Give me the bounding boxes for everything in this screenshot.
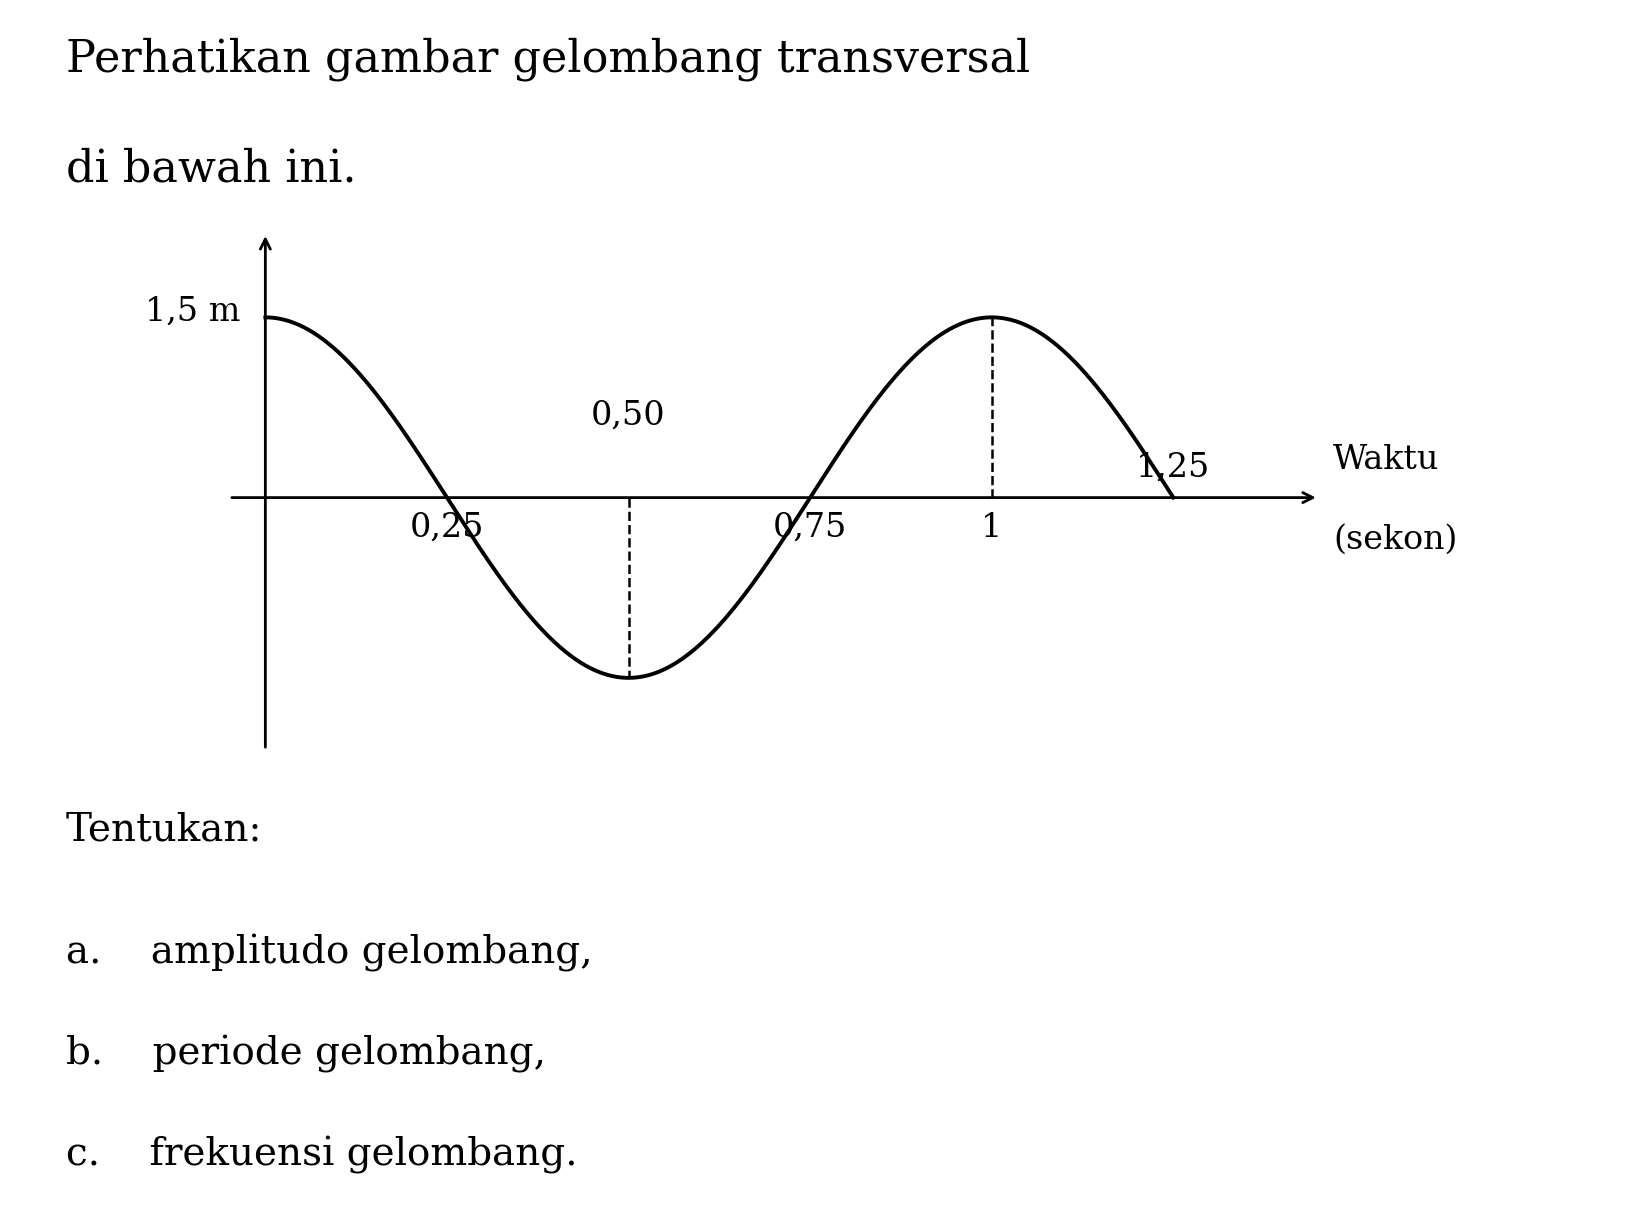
Text: Waktu: Waktu <box>1333 444 1439 476</box>
Text: (sekon): (sekon) <box>1333 524 1457 556</box>
Text: Tentukan:: Tentukan: <box>66 811 262 848</box>
Text: c.    frekuensi gelombang.: c. frekuensi gelombang. <box>66 1136 578 1174</box>
Text: a.    amplitudo gelombang,: a. amplitudo gelombang, <box>66 934 592 972</box>
Text: 1,5 m: 1,5 m <box>145 295 239 327</box>
Text: 0,75: 0,75 <box>772 512 848 544</box>
Text: 1: 1 <box>982 512 1003 544</box>
Text: 1,25: 1,25 <box>1137 451 1211 483</box>
Text: Perhatikan gambar gelombang transversal: Perhatikan gambar gelombang transversal <box>66 37 1030 81</box>
Text: 0,50: 0,50 <box>591 399 667 431</box>
Text: di bawah ini.: di bawah ini. <box>66 147 356 190</box>
Text: 0,25: 0,25 <box>409 512 483 544</box>
Text: b.    periode gelombang,: b. periode gelombang, <box>66 1035 546 1073</box>
